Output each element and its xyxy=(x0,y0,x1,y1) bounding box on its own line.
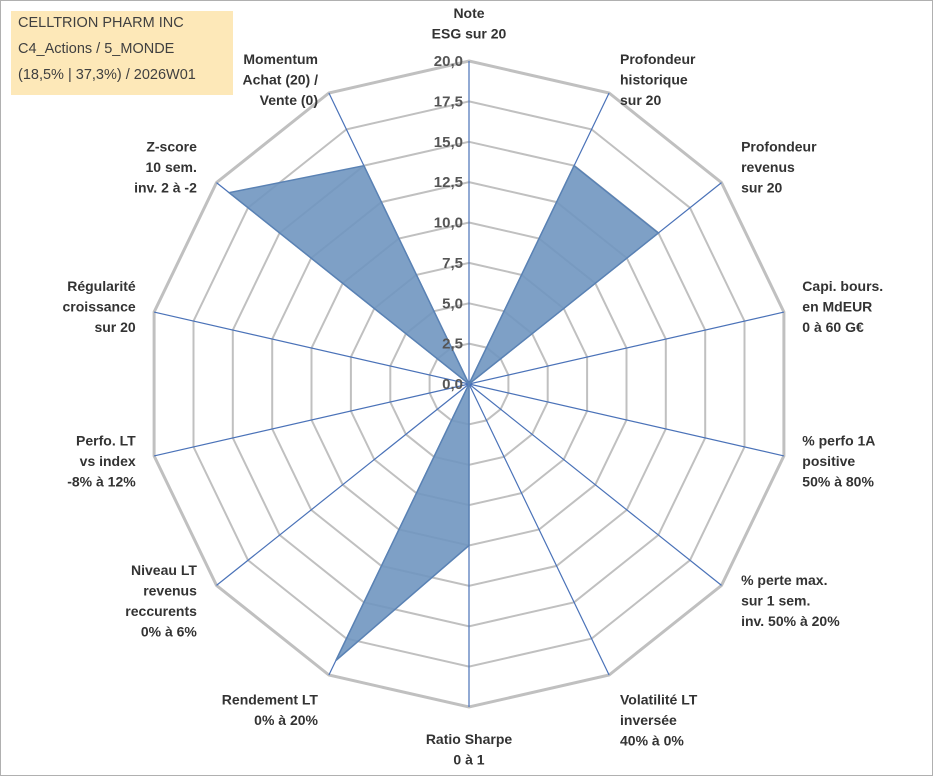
axis-label: -8% à 12% xyxy=(67,474,136,490)
axis-label: Ratio Sharpe xyxy=(426,731,513,747)
axis-label: Momentum xyxy=(243,51,318,67)
axis-label: sur 20 xyxy=(741,179,782,195)
axis-label: Note xyxy=(453,5,484,21)
axis-label: sur 20 xyxy=(94,319,135,335)
series-area xyxy=(227,164,660,662)
axis-label: Rendement LT xyxy=(222,692,319,708)
radar-axis-labels: Note ESG sur 20 Profondeur historique sur 20… xyxy=(63,5,884,768)
axis-label: % perfo 1A xyxy=(802,433,875,449)
axis-spoke xyxy=(468,311,785,385)
axis-spoke xyxy=(216,383,470,586)
axis-label: sur 1 sem. xyxy=(741,593,810,609)
axis-label: Achat (20) / xyxy=(243,72,319,88)
axis-label: revenus xyxy=(741,159,795,175)
axis-label: 10 sem. xyxy=(146,159,197,175)
axis-label: inversée xyxy=(620,712,677,728)
performance-stats: (18,5% | 37,3%) / 2026W01 xyxy=(18,67,196,83)
chart-title-box: CELLTRION PHARM INC C4_Actions / 5_MONDE… xyxy=(11,11,233,95)
axis-label: positive xyxy=(802,453,855,469)
axis-label: vs index xyxy=(80,453,136,469)
axis-spoke xyxy=(468,383,722,586)
axis-label: 0 à 1 xyxy=(453,752,484,768)
tick-label: 7,5 xyxy=(442,255,463,272)
axis-spoke xyxy=(468,383,785,457)
axis-label: croissance xyxy=(63,298,136,314)
axis-label: 0 à 60 G€ xyxy=(802,319,864,335)
axis-label: revenus xyxy=(143,583,197,599)
axis-spoke xyxy=(153,383,470,457)
company-name: CELLTRION PHARM INC xyxy=(18,15,184,31)
portfolio-label: C4_Actions / 5_MONDE xyxy=(18,41,175,57)
axis-label: 0% à 6% xyxy=(141,624,198,640)
axis-label: Profondeur xyxy=(741,138,817,154)
axis-label: Capi. bours. xyxy=(802,278,883,294)
axis-label: reccurents xyxy=(125,603,197,619)
axis-label: ESG sur 20 xyxy=(432,26,507,42)
tick-label: 2,5 xyxy=(442,336,463,353)
axis-label: Vente (0) xyxy=(260,92,318,108)
axis-label: inv. 2 à -2 xyxy=(134,179,197,195)
axis-label: Profondeur xyxy=(620,51,696,67)
axis-label: % perte max. xyxy=(741,572,827,588)
tick-label: 10,0 xyxy=(434,215,463,232)
tick-label: 0,0 xyxy=(442,376,463,393)
axis-label: inv. 50% à 20% xyxy=(741,613,840,629)
axis-label: 0% à 20% xyxy=(254,712,318,728)
axis-label: Régularité xyxy=(67,278,136,294)
axis-spoke xyxy=(153,311,470,385)
tick-label: 12,5 xyxy=(434,174,463,191)
axis-label: Volatilité LT xyxy=(620,692,698,708)
axis-label: 40% à 0% xyxy=(620,733,684,749)
tick-label: 5,0 xyxy=(442,295,463,312)
axis-label: Perfo. LT xyxy=(76,433,136,449)
axis-label: 50% à 80% xyxy=(802,474,874,490)
axis-label: en MdEUR xyxy=(802,298,872,314)
radar-tick-labels: 0,0 2,5 5,0 7,5 10,0 12,5 15,0 17,5 20,0 xyxy=(434,53,463,393)
tick-label: 15,0 xyxy=(434,134,463,151)
radar-series xyxy=(227,164,660,662)
tick-label: 17,5 xyxy=(434,93,463,110)
tick-label: 20,0 xyxy=(434,53,463,70)
axis-label: Niveau LT xyxy=(131,562,197,578)
axis-label: Z-score xyxy=(146,138,197,154)
axis-label: sur 20 xyxy=(620,92,661,108)
axis-label: historique xyxy=(620,72,688,88)
axis-spoke xyxy=(468,383,610,676)
